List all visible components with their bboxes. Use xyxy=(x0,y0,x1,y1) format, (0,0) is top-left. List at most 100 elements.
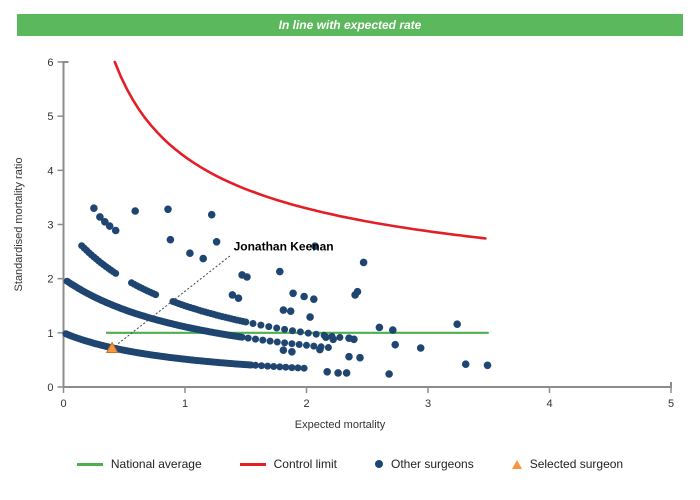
other-surgeon-point[interactable] xyxy=(243,273,251,281)
surgeon-band-point[interactable] xyxy=(257,321,265,329)
control-limit-curve xyxy=(113,60,487,240)
x-tick-label: 4 xyxy=(546,398,552,410)
other-surgeon-point[interactable] xyxy=(279,346,288,355)
surgeon-band-point[interactable] xyxy=(273,324,281,332)
surgeon-band-point[interactable] xyxy=(265,323,273,331)
other-surgeon-point[interactable] xyxy=(212,238,221,246)
surgeon-band-point[interactable] xyxy=(242,318,250,326)
other-surgeon-point[interactable] xyxy=(276,267,284,276)
surgeon-band-point[interactable] xyxy=(152,291,160,299)
axes-lines xyxy=(62,60,672,388)
other-surgeon-point[interactable] xyxy=(164,205,172,214)
scatter-chart-svg: 0 1 2 3 4 5 6 0 1 2 3 4 5 Expected mortality Standardi… xyxy=(13,57,674,431)
other-surgeon-point[interactable] xyxy=(391,340,400,349)
other-surgeon-point[interactable] xyxy=(461,360,470,369)
other-surgeon-point[interactable] xyxy=(453,320,462,329)
surgeon-band-point[interactable] xyxy=(324,344,332,351)
surgeon-band-point[interactable] xyxy=(303,341,310,349)
x-tick-label: 3 xyxy=(425,398,431,410)
other-surgeon-point[interactable] xyxy=(96,213,104,221)
surgeon-band-point[interactable] xyxy=(304,329,312,337)
legend-item-national-average[interactable]: National average xyxy=(76,457,202,471)
selected-surgeon-label: Jonathan Keenan xyxy=(234,239,334,253)
selected-surgeon-marker[interactable] xyxy=(105,341,119,353)
legend-item-control-limit[interactable]: Control limit xyxy=(239,457,337,471)
y-tick-label: 5 xyxy=(47,111,53,123)
x-tick-label: 2 xyxy=(303,398,309,410)
other-surgeon-point[interactable] xyxy=(342,369,351,377)
other-surgeon-point[interactable] xyxy=(483,361,492,370)
other-surgeon-point[interactable] xyxy=(105,222,114,230)
legend-item-selected-surgeon[interactable]: Selected surgeon xyxy=(511,457,623,471)
other-surgeon-point[interactable] xyxy=(385,370,393,378)
other-surgeon-point[interactable] xyxy=(322,333,330,342)
legend-label-national-average: National average xyxy=(110,457,202,471)
other-surgeon-point[interactable] xyxy=(350,335,358,344)
other-surgeon-point[interactable] xyxy=(311,242,319,250)
other-surgeon-point[interactable] xyxy=(351,291,359,299)
surgeon-band-point[interactable] xyxy=(244,334,252,342)
other-surgeon-point[interactable] xyxy=(131,207,139,215)
funnel-plot: 0 1 2 3 4 5 6 0 1 2 3 4 5 Expected mortality Standardi… xyxy=(0,45,700,440)
surgeon-band-point[interactable] xyxy=(288,340,296,348)
surgeon-band-point[interactable] xyxy=(258,362,265,370)
surgeon-band-point[interactable] xyxy=(281,325,289,333)
x-axis-title: Expected mortality xyxy=(295,419,386,431)
surgeon-band-point[interactable] xyxy=(296,328,304,336)
surgeon-band-point[interactable] xyxy=(310,342,318,350)
surgeon-band-point[interactable] xyxy=(249,320,257,327)
other-surgeon-point[interactable] xyxy=(289,289,297,298)
other-surgeon-point[interactable] xyxy=(356,353,364,362)
other-surgeon-point[interactable] xyxy=(306,313,314,321)
y-tick-label: 6 xyxy=(47,57,53,69)
surgeon-band-point[interactable] xyxy=(273,338,281,346)
legend-label-control-limit: Control limit xyxy=(273,457,337,471)
other-surgeon-point[interactable] xyxy=(334,369,342,377)
other-surgeon-point[interactable] xyxy=(228,291,237,299)
other-surgeon-point[interactable] xyxy=(90,204,98,212)
y-tick-label: 3 xyxy=(47,219,53,231)
surgeon-band-point[interactable] xyxy=(252,335,259,343)
other-surgeon-point[interactable] xyxy=(199,254,207,263)
surgeon-band-point[interactable] xyxy=(288,364,296,372)
other-surgeon-point[interactable] xyxy=(345,352,353,361)
surgeon-band-point[interactable] xyxy=(252,361,259,369)
other-surgeon-point[interactable] xyxy=(288,348,296,356)
surgeon-band-point[interactable] xyxy=(289,327,296,335)
y-tick-label: 2 xyxy=(47,274,53,286)
other-surgeon-point[interactable] xyxy=(389,326,397,334)
status-banner-text: In line with expected rate xyxy=(278,18,422,32)
surgeon-band-point[interactable] xyxy=(281,339,289,347)
surgeon-band-point[interactable] xyxy=(312,330,320,338)
surgeon-band-point[interactable] xyxy=(282,363,290,371)
national-average-line-swatch xyxy=(76,462,103,466)
other-surgeon-point[interactable] xyxy=(375,323,384,332)
surgeon-band-point[interactable] xyxy=(264,362,272,370)
other-surgeon-point[interactable] xyxy=(316,345,324,354)
other-surgeon-point[interactable] xyxy=(416,344,425,352)
legend-item-other-surgeons[interactable]: Other surgeons xyxy=(374,457,474,471)
surgeon-band-point[interactable] xyxy=(276,363,284,371)
other-surgeon-point[interactable] xyxy=(329,335,338,344)
other-surgeon-point[interactable] xyxy=(166,235,175,244)
other-surgeon-point[interactable] xyxy=(234,294,243,302)
surgeon-band-point[interactable] xyxy=(336,333,344,341)
surgeon-band-point[interactable] xyxy=(238,333,246,341)
other-surgeon-point[interactable] xyxy=(111,226,120,235)
surgeon-band-point[interactable] xyxy=(259,336,267,344)
other-surgeon-point[interactable] xyxy=(279,306,288,314)
surgeon-band-point[interactable] xyxy=(295,341,303,348)
other-surgeon-point[interactable] xyxy=(207,210,216,219)
other-surgeon-point[interactable] xyxy=(359,258,368,267)
other-surgeon-point[interactable] xyxy=(286,307,295,316)
surgeon-band-point[interactable] xyxy=(300,364,308,372)
surgeon-band-point[interactable] xyxy=(270,363,278,370)
surgeon-band-point[interactable] xyxy=(294,364,302,372)
surgeon-band-point[interactable] xyxy=(112,269,120,277)
surgeon-band-point[interactable] xyxy=(266,337,274,345)
other-surgeon-point[interactable] xyxy=(101,218,109,226)
other-surgeon-point[interactable] xyxy=(323,368,332,376)
other-surgeon-point[interactable] xyxy=(186,249,194,257)
other-surgeon-point[interactable] xyxy=(310,295,318,303)
other-surgeon-point[interactable] xyxy=(300,292,308,301)
